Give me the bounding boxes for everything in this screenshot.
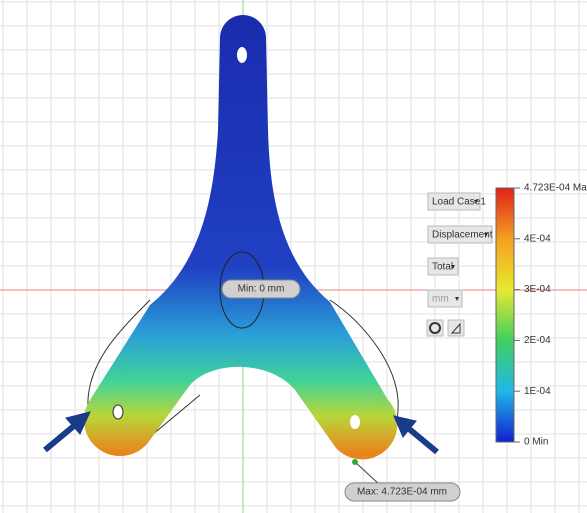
hole — [350, 415, 360, 429]
max-label: Max: 4.723E-04 mm — [357, 487, 447, 498]
legend-label: 2E-04 — [524, 335, 551, 346]
load-arrow — [45, 412, 90, 450]
legend-label: 0 Min — [524, 437, 548, 448]
legend-label: 1E-04 — [524, 386, 551, 397]
min-label: Min: 0 mm — [238, 284, 285, 295]
probe-point — [352, 459, 358, 465]
viewport: Min: 0 mm Max: 4.723E-04 mm Load Case1 D… — [0, 0, 587, 513]
legend: 4.723E-04 Max 4E-04 3E-04 2E-04 1E-04 0 Min — [514, 183, 587, 448]
part — [84, 15, 397, 459]
result: Displacement — [432, 230, 493, 241]
unit: mm — [432, 294, 449, 305]
probe-icon[interactable] — [448, 320, 464, 336]
load-case: Load Case1 — [432, 197, 486, 208]
hole — [237, 47, 247, 63]
color-bar — [496, 188, 514, 442]
legend-label: 4E-04 — [524, 233, 551, 244]
legend-label: 3E-04 — [524, 284, 551, 295]
legend-label: 4.723E-04 Max — [524, 183, 587, 194]
component: Total — [432, 262, 453, 273]
settings-icon[interactable] — [427, 320, 443, 336]
hole — [113, 405, 123, 419]
